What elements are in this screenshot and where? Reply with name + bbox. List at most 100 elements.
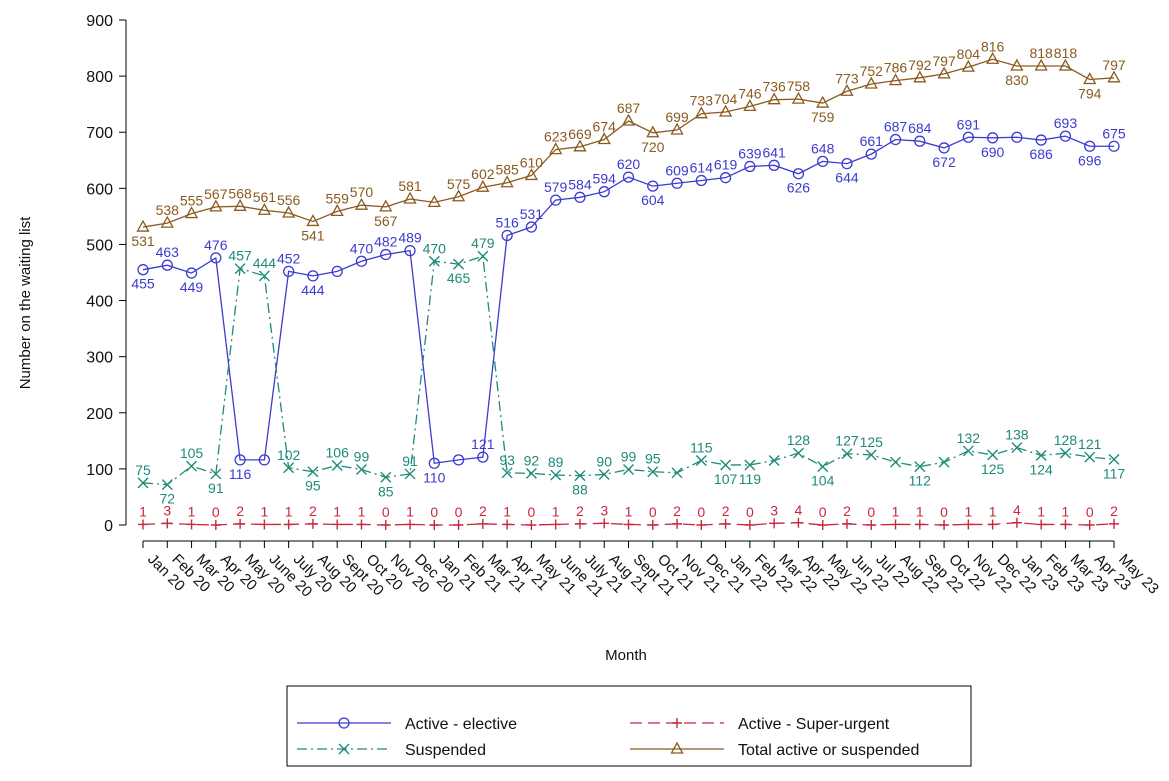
data-label: 91: [402, 453, 418, 469]
data-point: [210, 252, 222, 264]
data-label: 72: [159, 491, 175, 507]
data-label: 559: [326, 190, 350, 206]
series-line: [142, 135, 1114, 465]
data-label: 2: [1110, 503, 1118, 519]
data-point: [671, 467, 683, 479]
data-point: [672, 518, 683, 529]
data-label: 99: [354, 448, 370, 464]
data-label: 99: [621, 448, 637, 464]
data-point: [840, 83, 854, 96]
data-label: 818: [1054, 45, 1078, 61]
data-point: [524, 168, 538, 181]
data-label: 125: [981, 461, 1005, 477]
y-tick-label: 800: [86, 69, 113, 86]
data-label: 804: [957, 46, 981, 62]
y-tick-label: 900: [86, 13, 113, 30]
data-point: [914, 519, 925, 530]
data-label: 2: [236, 503, 244, 519]
data-point: [914, 461, 926, 473]
series-2: [138, 517, 1119, 530]
series-lines: [136, 51, 1121, 530]
data-point: [549, 142, 563, 155]
data-point: [647, 466, 659, 478]
data-label: 0: [430, 504, 438, 520]
data-point: [451, 189, 466, 202]
legend-item: Active - Super-urgent: [630, 716, 890, 733]
data-label: 610: [520, 154, 544, 170]
data-point: [162, 518, 173, 529]
data-label: 567: [204, 186, 228, 202]
y-tick-label: 0: [104, 518, 113, 535]
data-point: [525, 467, 537, 479]
data-point: [817, 520, 828, 530]
data-label: 0: [649, 504, 657, 520]
data-point: [380, 520, 391, 530]
data-point: [1109, 518, 1119, 529]
data-point: [306, 214, 320, 227]
data-label: 119: [739, 471, 762, 487]
data-point: [1010, 58, 1024, 71]
data-point: [719, 104, 733, 117]
data-label: 2: [479, 503, 487, 519]
legend-item: Active - elective: [297, 716, 517, 733]
data-point: [501, 229, 513, 242]
data-point: [646, 125, 660, 138]
data-label: 691: [957, 116, 981, 132]
data-label: 4: [1013, 502, 1021, 518]
data-label: 619: [714, 157, 738, 173]
data-label: 746: [738, 85, 762, 101]
data-label: 482: [374, 234, 398, 250]
data-label: 786: [884, 60, 908, 76]
data-point: [817, 461, 829, 473]
data-label: 88: [572, 482, 588, 498]
data-point: [939, 520, 950, 530]
data-point: [890, 519, 901, 530]
data-point: [210, 468, 222, 480]
data-label: 110: [423, 469, 446, 485]
data-point: [647, 520, 658, 530]
data-point: [1060, 519, 1071, 530]
data-label: 128: [787, 432, 811, 448]
data-point: [259, 519, 270, 530]
data-point: [429, 520, 440, 530]
data-point: [744, 520, 755, 530]
data-point: [1083, 72, 1097, 85]
data-point: [793, 517, 804, 528]
data-label: 106: [326, 445, 350, 461]
data-point: [864, 76, 878, 89]
data-point: [233, 198, 247, 211]
data-point: [550, 519, 561, 530]
data-point: [331, 460, 343, 472]
data-label: 614: [690, 159, 714, 175]
data-label: 556: [277, 192, 301, 208]
data-point: [574, 470, 586, 482]
data-point: [574, 191, 586, 203]
data-point: [622, 171, 635, 183]
data-point: [525, 221, 538, 233]
data-point: [428, 457, 440, 469]
data-point: [186, 519, 197, 530]
data-label: 644: [835, 170, 859, 186]
data-label: 687: [617, 100, 641, 116]
data-point: [282, 265, 295, 278]
data-point: [573, 139, 587, 152]
data-label: 112: [909, 473, 932, 489]
data-label: 690: [981, 144, 1005, 160]
data-label: 95: [645, 451, 661, 467]
legend-label: Active - elective: [405, 716, 517, 733]
data-point: [1058, 58, 1073, 71]
series-3: [136, 51, 1121, 232]
data-label: 489: [398, 230, 422, 246]
data-label: 1: [260, 503, 268, 519]
data-point: [257, 202, 271, 215]
data-label: 696: [1078, 152, 1102, 168]
data-point: [986, 51, 1000, 64]
data-point: [962, 445, 974, 457]
data-label: 797: [1102, 57, 1126, 73]
data-point: [1034, 58, 1048, 71]
data-point: [694, 106, 708, 119]
data-label: 121: [471, 436, 495, 452]
data-point: [307, 466, 319, 478]
data-point: [1059, 130, 1072, 142]
